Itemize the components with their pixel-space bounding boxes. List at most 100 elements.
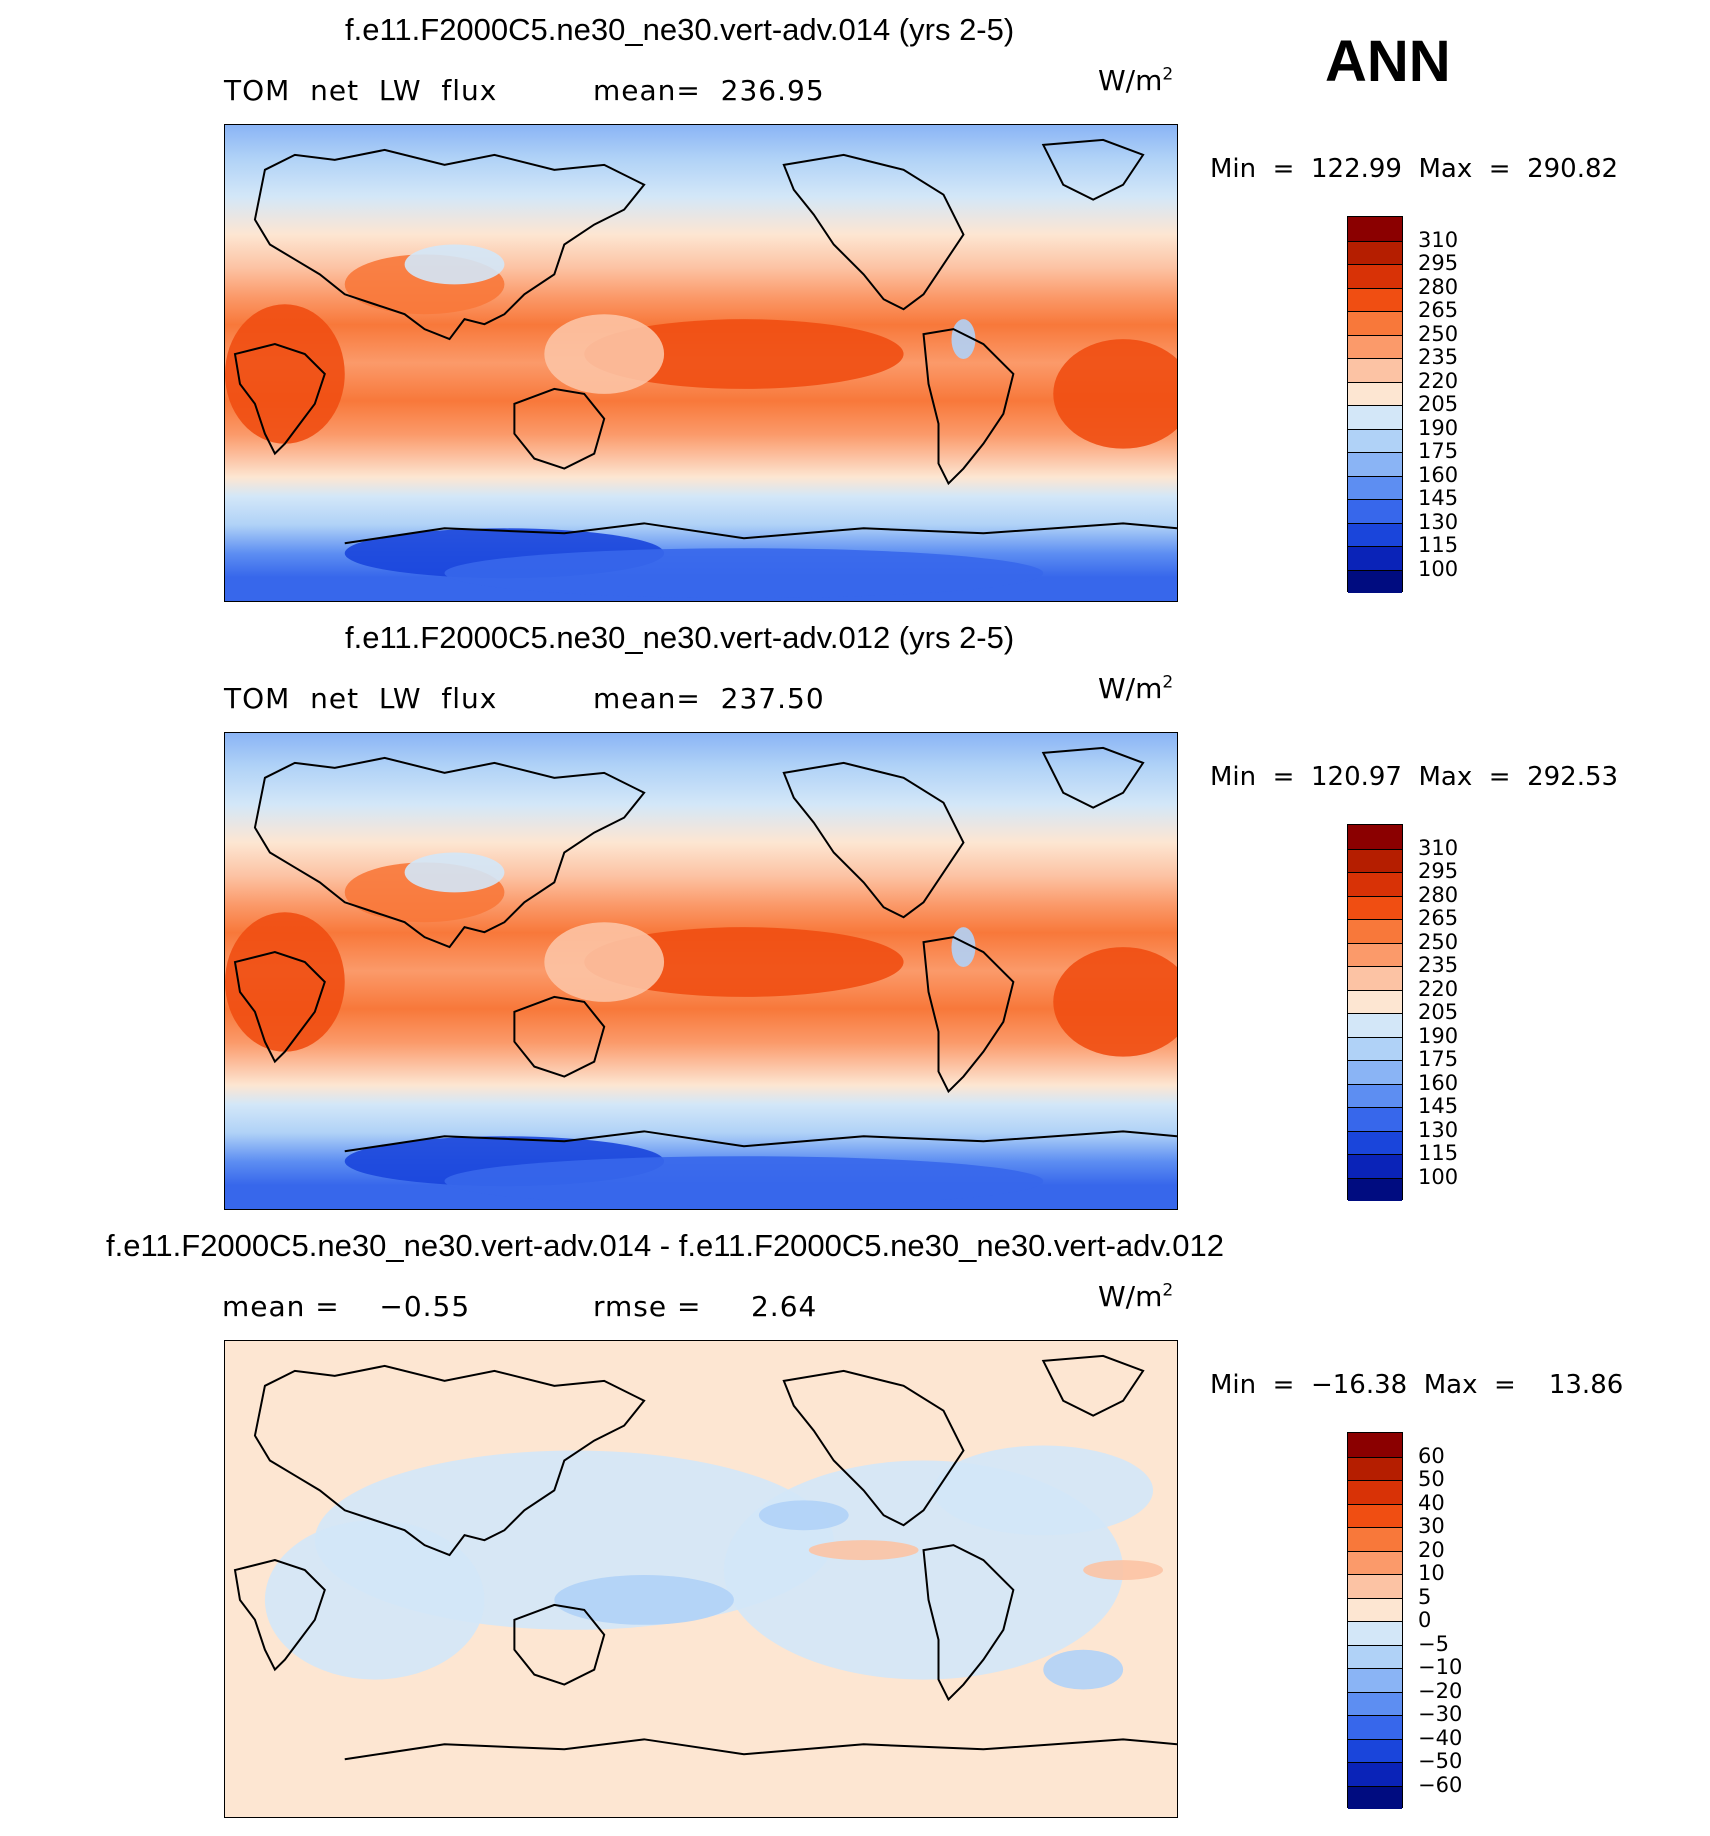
colorbar-swatch: [1348, 1433, 1402, 1457]
colorbar-tick-label: 160: [1418, 1070, 1459, 1095]
colorbar-swatch: [1348, 1668, 1402, 1692]
colorbar-swatch: [1348, 919, 1402, 943]
colorbar-swatch: [1348, 569, 1402, 593]
colorbar-swatch: [1348, 522, 1402, 546]
colorbar-tick-label: 115: [1418, 533, 1459, 557]
colorbar-tick-label: −40: [1418, 1725, 1463, 1750]
panel-2-colorbar: [1347, 824, 1403, 1201]
colorbar-swatch: [1348, 1456, 1402, 1480]
colorbar-swatch: [1348, 1715, 1402, 1739]
panel-1-variable-label: TOM net LW flux: [224, 74, 498, 107]
colorbar-swatch: [1348, 966, 1402, 990]
colorbar-tick-label: −60: [1418, 1772, 1463, 1797]
colorbar-swatch: [1348, 405, 1402, 429]
panel-1-colorbar: [1347, 216, 1403, 593]
colorbar-tick-label: 100: [1418, 556, 1459, 581]
colorbar-tick-label: 30: [1418, 1514, 1445, 1538]
colorbar-tick-label: 235: [1418, 345, 1459, 369]
colorbar-tick-label: 310: [1418, 835, 1459, 860]
colorbar-tick-label: 175: [1418, 1047, 1459, 1071]
colorbar-swatch: [1348, 1107, 1402, 1131]
colorbar-tick-label: 0: [1418, 1608, 1432, 1632]
colorbar-swatch: [1348, 1083, 1402, 1107]
colorbar-swatch: [1348, 1480, 1402, 1504]
colorbar-swatch: [1348, 217, 1402, 241]
colorbar-tick-label: 50: [1418, 1467, 1445, 1491]
colorbar-tick-label: 100: [1418, 1164, 1459, 1189]
colorbar-tick-label: 295: [1418, 251, 1459, 275]
panel-1-minmax: Min = 122.99 Max = 290.82: [1210, 154, 1619, 184]
colorbar-swatch: [1348, 240, 1402, 264]
colorbar-swatch: [1348, 475, 1402, 499]
colorbar-tick-label: 160: [1418, 462, 1459, 487]
colorbar-swatch: [1348, 1691, 1402, 1715]
colorbar-swatch: [1348, 989, 1402, 1013]
colorbar-tick-label: 280: [1418, 274, 1459, 299]
colorbar-swatch: [1348, 287, 1402, 311]
colorbar-tick-label: −10: [1418, 1655, 1463, 1679]
panel-2-title: f.e11.F2000C5.ne30_ne30.vert-adv.012 (yr…: [345, 620, 1015, 655]
colorbar-swatch: [1348, 1597, 1402, 1621]
colorbar-swatch: [1348, 546, 1402, 570]
colorbar-swatch: [1348, 428, 1402, 452]
colorbar-swatch: [1348, 264, 1402, 288]
map-field: [225, 1341, 1177, 1817]
colorbar-swatch: [1348, 311, 1402, 335]
colorbar-tick-label: 265: [1418, 906, 1459, 930]
colorbar-swatch: [1348, 452, 1402, 476]
colorbar-tick-label: 295: [1418, 859, 1459, 883]
colorbar-tick-label: 265: [1418, 298, 1459, 322]
panel-3-mean-label: mean = −0.55: [222, 1290, 471, 1323]
colorbar-tick-label: 190: [1418, 415, 1459, 440]
panel-3-rmse-label: rmse = 2.64: [593, 1290, 818, 1323]
colorbar-swatch: [1348, 381, 1402, 405]
colorbar-swatch: [1348, 825, 1402, 849]
colorbar-tick-label: 20: [1418, 1537, 1445, 1562]
colorbar-swatch: [1348, 1621, 1402, 1645]
panel-1-map: [224, 124, 1178, 602]
colorbar-swatch: [1348, 942, 1402, 966]
colorbar-swatch: [1348, 895, 1402, 919]
colorbar-tick-label: 205: [1418, 392, 1459, 416]
colorbar-swatch: [1348, 1762, 1402, 1786]
panel-2-minmax: Min = 120.97 Max = 292.53: [1210, 762, 1619, 792]
panel-1-title: f.e11.F2000C5.ne30_ne30.vert-adv.014 (yr…: [345, 12, 1015, 47]
colorbar-tick-label: −30: [1418, 1702, 1463, 1726]
colorbar-swatch: [1348, 1644, 1402, 1668]
colorbar-tick-label: 280: [1418, 882, 1459, 907]
panel-3-map: [224, 1340, 1178, 1818]
panel-2-mean-label: mean= 237.50: [593, 682, 825, 715]
panel-3-colorbar: [1347, 1432, 1403, 1809]
colorbar-swatch: [1348, 358, 1402, 382]
colorbar-swatch: [1348, 1503, 1402, 1527]
colorbar-swatch: [1348, 1036, 1402, 1060]
colorbar-tick-label: 5: [1418, 1584, 1432, 1609]
colorbar-tick-label: 220: [1418, 368, 1459, 393]
season-label: ANN: [1325, 29, 1451, 94]
colorbar-tick-label: 115: [1418, 1141, 1459, 1165]
panel-2-colorbar-labels: 310 295 280 265 250 235 220 205 190 175 160 145 130 1…: [1408, 824, 1488, 1200]
panel-1-units: W/m2: [1098, 64, 1174, 97]
colorbar-tick-label: 130: [1418, 509, 1459, 534]
colorbar-tick-label: 235: [1418, 953, 1459, 977]
colorbar-tick-label: 190: [1418, 1023, 1459, 1048]
colorbar-tick-label: 60: [1418, 1443, 1445, 1468]
colorbar-tick-label: 310: [1418, 227, 1459, 252]
colorbar-swatch: [1348, 499, 1402, 523]
colorbar-tick-label: 250: [1418, 929, 1459, 954]
panel-3-units: W/m2: [1098, 1280, 1174, 1313]
colorbar-tick-label: 145: [1418, 1094, 1459, 1118]
panel-1-colorbar-labels: 310 295 280 265 250 235 220 205 190 175 160 145 130 1…: [1408, 216, 1488, 592]
colorbar-tick-label: 205: [1418, 1000, 1459, 1024]
colorbar-swatch: [1348, 872, 1402, 896]
colorbar-tick-label: −20: [1418, 1678, 1463, 1703]
colorbar-tick-label: 145: [1418, 486, 1459, 510]
colorbar-swatch: [1348, 1785, 1402, 1809]
colorbar-tick-label: 250: [1418, 321, 1459, 346]
colorbar-swatch: [1348, 848, 1402, 872]
colorbar-swatch: [1348, 1177, 1402, 1201]
colorbar-swatch: [1348, 1527, 1402, 1551]
colorbar-swatch: [1348, 1154, 1402, 1178]
colorbar-tick-label: 220: [1418, 976, 1459, 1001]
panel-2-units: W/m2: [1098, 672, 1174, 705]
